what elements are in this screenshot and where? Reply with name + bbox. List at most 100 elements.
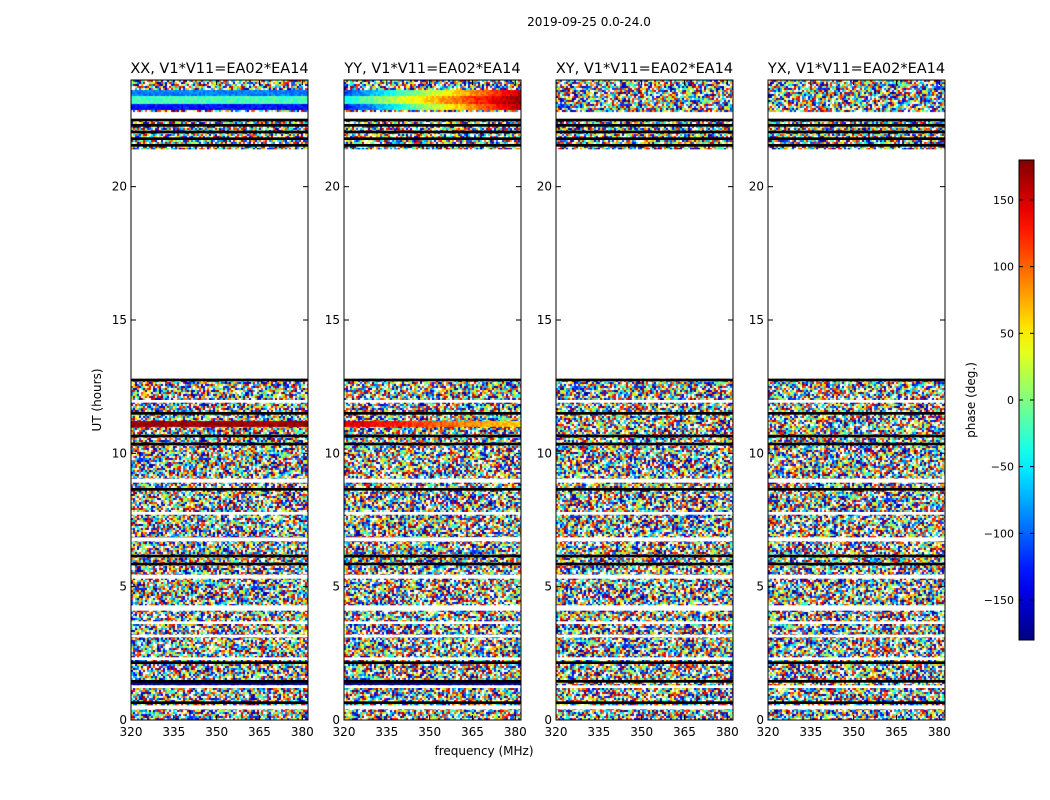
flag-line [131, 412, 308, 415]
flag-line [768, 118, 945, 122]
flagged-range [131, 621, 308, 624]
x-tick-label: 365 [673, 725, 696, 739]
flag-line [131, 434, 308, 438]
panel-title: YY, V1*V11=EA02*EA14 [343, 61, 520, 77]
flagged-range [556, 512, 733, 515]
x-tick-label: 365 [248, 725, 271, 739]
flag-line [344, 144, 521, 147]
y-axis-label: UT (hours) [90, 368, 104, 431]
flag-line [768, 412, 945, 415]
panel-title: YX, V1*V11=EA02*EA14 [767, 61, 945, 77]
flag-line [131, 488, 308, 491]
x-tick-label: 380 [291, 725, 314, 739]
x-tick-label: 365 [885, 725, 908, 739]
flag-line [768, 680, 945, 683]
x-tick-label: 350 [418, 725, 441, 739]
y-tick-label: 5 [756, 580, 764, 594]
x-tick-label: 335 [799, 725, 822, 739]
y-tick-label: 10 [325, 446, 340, 460]
flag-line [556, 554, 733, 558]
panel-frame [767, 79, 946, 721]
flagged-range [131, 705, 308, 710]
flag-line [768, 488, 945, 491]
x-tick-label: 335 [375, 725, 398, 739]
flagged-range [768, 574, 945, 579]
y-tick-label: 0 [119, 713, 127, 727]
colorbar-tick-label: 50 [1000, 327, 1014, 340]
flag-line [768, 554, 945, 558]
colorbar-tick-label: 150 [993, 194, 1014, 207]
y-tick-label: 15 [112, 313, 127, 327]
flagged-range [344, 705, 521, 710]
flagged-range [344, 149, 521, 379]
flagged-range [556, 478, 733, 483]
flag-line [556, 144, 733, 147]
flag-line [768, 130, 945, 134]
y-tick-label: 20 [537, 180, 552, 194]
flagged-range [344, 574, 521, 579]
flag-line [344, 378, 521, 382]
flagged-range [768, 685, 945, 688]
flagged-range [344, 512, 521, 515]
flagged-range [344, 685, 521, 688]
flagged-range [556, 634, 733, 638]
flag-line [768, 442, 945, 446]
flagged-range [344, 621, 521, 624]
y-tick-label: 20 [749, 180, 764, 194]
panel-frame [130, 79, 309, 721]
flagged-range [768, 634, 945, 638]
x-tick-label: 350 [205, 725, 228, 739]
flagged-range [768, 537, 945, 542]
colorbar-tick-label: 100 [993, 261, 1014, 274]
flag-line [344, 701, 521, 704]
flag-line [131, 137, 308, 140]
flag-line [556, 378, 733, 382]
colorbar-tick-label: 0 [1007, 394, 1014, 407]
flagged-range [768, 149, 945, 379]
y-tick-label: 10 [112, 446, 127, 460]
flag-line [131, 118, 308, 122]
colorbar-tick-label: −100 [984, 527, 1014, 540]
flag-line [344, 488, 521, 491]
flagged-range [131, 537, 308, 542]
flagged-range [556, 149, 733, 379]
colorbar-tick-label: −150 [984, 594, 1014, 607]
flag-line [556, 562, 733, 566]
y-tick-label: 0 [332, 713, 340, 727]
y-tick-label: 15 [537, 313, 552, 327]
flag-line [131, 378, 308, 382]
flagged-range [556, 705, 733, 710]
flagged-range [768, 705, 945, 710]
panels: XX, V1*V11=EA02*EA14 0 5 10 15 20 320 335 350 365… [112, 61, 951, 739]
flagged-range [768, 657, 945, 660]
flagged-range [131, 478, 308, 483]
flag-line [768, 137, 945, 140]
y-tick-label: 15 [325, 313, 340, 327]
flagged-range [131, 657, 308, 660]
flag-line [556, 434, 733, 438]
flag-line [131, 701, 308, 704]
flagged-range [344, 634, 521, 638]
flagged-range [344, 657, 521, 660]
flag-line [768, 378, 945, 382]
panel-plot-area [344, 80, 521, 720]
x-tick-label: 320 [333, 725, 356, 739]
x-tick-label: 320 [545, 725, 568, 739]
panel-frame [343, 79, 522, 721]
y-tick-label: 15 [749, 313, 764, 327]
flagged-range [131, 685, 308, 688]
panel: XY, V1*V11=EA02*EA14 0 5 10 15 20 320 335 350 365… [537, 61, 739, 739]
flagged-range [556, 657, 733, 660]
y-tick-label: 20 [112, 180, 127, 194]
flag-line [556, 118, 733, 122]
y-tick-label: 0 [756, 713, 764, 727]
flag-line [556, 137, 733, 140]
flagged-range [768, 400, 945, 403]
flag-line [131, 144, 308, 147]
flag-line [344, 124, 521, 127]
panel-plot-area [131, 80, 308, 720]
flag-line [556, 680, 733, 683]
flag-line [131, 562, 308, 566]
flagged-range [556, 621, 733, 624]
flagged-range [344, 478, 521, 483]
